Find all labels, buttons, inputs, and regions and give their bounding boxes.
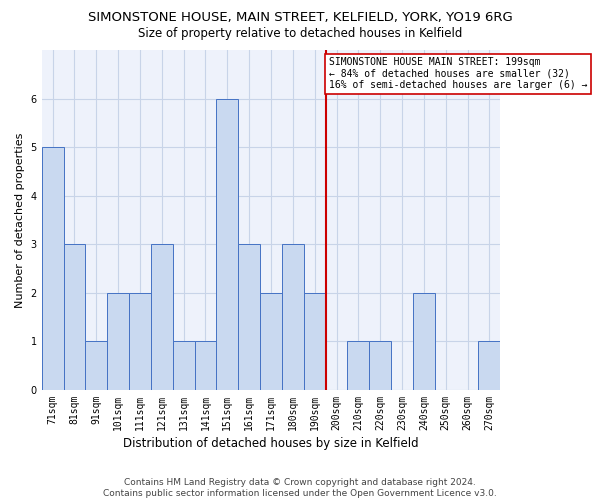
Bar [304, 293, 326, 390]
Text: SIMONSTONE HOUSE, MAIN STREET, KELFIELD, YORK, YO19 6RG: SIMONSTONE HOUSE, MAIN STREET, KELFIELD,… [88, 12, 512, 24]
Bar [194, 342, 217, 390]
X-axis label: Distribution of detached houses by size in Kelfield: Distribution of detached houses by size … [123, 437, 419, 450]
Bar [173, 342, 194, 390]
Bar [129, 293, 151, 390]
Text: Contains HM Land Registry data © Crown copyright and database right 2024.
Contai: Contains HM Land Registry data © Crown c… [103, 478, 497, 498]
Bar [64, 244, 85, 390]
Bar [238, 244, 260, 390]
Y-axis label: Number of detached properties: Number of detached properties [15, 132, 25, 308]
Bar [478, 342, 500, 390]
Bar [85, 342, 107, 390]
Bar [107, 293, 129, 390]
Text: Size of property relative to detached houses in Kelfield: Size of property relative to detached ho… [138, 28, 462, 40]
Bar [369, 342, 391, 390]
Bar [413, 293, 435, 390]
Bar [151, 244, 173, 390]
Bar [347, 342, 369, 390]
Text: SIMONSTONE HOUSE MAIN STREET: 199sqm
← 84% of detached houses are smaller (32)
1: SIMONSTONE HOUSE MAIN STREET: 199sqm ← 8… [329, 58, 587, 90]
Bar [260, 293, 282, 390]
Bar [282, 244, 304, 390]
Bar [41, 147, 64, 390]
Bar [217, 98, 238, 390]
